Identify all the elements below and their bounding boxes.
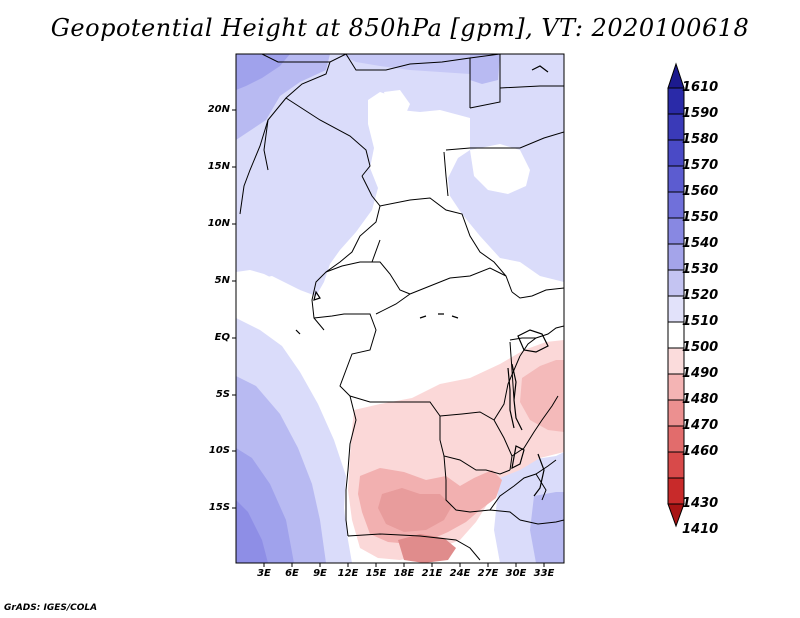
colorbar-label-1480: 1480	[682, 392, 719, 407]
colorbar-label-1470: 1470	[682, 418, 719, 433]
colorbar-label-1560: 1560	[682, 184, 719, 199]
lat-label-10n: 10N	[207, 218, 230, 229]
field-1510-patch-3	[248, 276, 306, 338]
colorbar-label-1590: 1590	[682, 106, 719, 121]
colorbar-label-1580: 1580	[682, 132, 719, 147]
lat-label-eq: EQ	[214, 332, 230, 343]
lon-label-6e: 6E	[285, 568, 299, 579]
lon-label-21e: 21E	[421, 568, 443, 579]
lat-label-20n: 20N	[207, 104, 230, 115]
map-title: Geopotential Height at 850hPa [gpm], VT:…	[50, 14, 750, 42]
field-1510-patch-1	[384, 90, 410, 118]
lat-label-10s: 10S	[208, 445, 230, 456]
colorbar-label-1570: 1570	[682, 158, 719, 173]
lon-label-12e: 12E	[337, 568, 359, 579]
field-1530-north	[340, 54, 470, 74]
lon-ticks	[263, 563, 545, 567]
field-1530-northeast	[470, 54, 500, 84]
colorbar-label-1540: 1540	[682, 236, 719, 251]
colorbar-label-1530: 1530	[682, 262, 719, 277]
field-1520-north	[236, 54, 564, 296]
lakes-coastlines	[295, 65, 549, 497]
lat-label-15n: 15N	[207, 161, 230, 172]
lon-label-3e: 3E	[257, 568, 271, 579]
lat-label-5s: 5S	[215, 389, 230, 400]
colorbar-label-1500: 1500	[682, 340, 719, 355]
lon-label-15e: 15E	[365, 568, 387, 579]
colorbar-label-1610: 1610	[682, 80, 719, 95]
country-borders	[239, 54, 564, 561]
lat-label-15s: 15S	[208, 502, 230, 513]
colorbar	[667, 62, 685, 528]
field-1540-northwest	[236, 54, 290, 90]
map-plot-area	[236, 54, 564, 563]
colorbar-label-1550: 1550	[682, 210, 719, 225]
field-1490-east	[520, 360, 564, 432]
lon-label-30e: 30E	[505, 568, 527, 579]
colorbar-label-1430: 1430	[682, 496, 719, 511]
lon-label-24e: 24E	[449, 568, 471, 579]
colorbar-label-1510: 1510	[682, 314, 719, 329]
field-1510-patch-2	[470, 144, 530, 194]
colorbar-label-1520: 1520	[682, 288, 719, 303]
lon-label-18e: 18E	[393, 568, 415, 579]
lon-label-33e: 33E	[533, 568, 555, 579]
field-1530-southeast	[530, 492, 564, 563]
grads-credit: GrADS: IGES/COLA	[4, 603, 98, 613]
lon-label-9e: 9E	[313, 568, 327, 579]
lat-label-5n: 5N	[214, 275, 230, 286]
field-1480-south	[378, 488, 452, 532]
colorbar-extend-bottom	[667, 503, 685, 528]
colorbar-label-1460: 1460	[682, 444, 719, 459]
colorbar-label-1410: 1410	[682, 522, 719, 537]
colorbar-label-1490: 1490	[682, 366, 719, 381]
field-1550-southwest	[236, 500, 268, 563]
map-frame	[235, 53, 565, 564]
field-1480-south-2	[398, 534, 456, 563]
lon-label-27e: 27E	[477, 568, 499, 579]
lat-ticks	[232, 109, 236, 509]
